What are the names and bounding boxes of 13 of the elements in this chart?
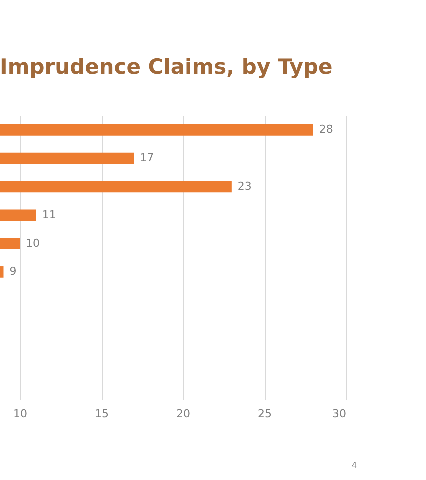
- x-tick-label: 25: [258, 408, 272, 420]
- data-label: 28: [319, 123, 334, 136]
- text: 4: [352, 461, 358, 470]
- x-tick-label: 10: [14, 408, 28, 420]
- data-label: 9: [10, 265, 17, 278]
- chart-title: Imprudence Claims, by Type: [0, 55, 333, 79]
- data-label: 11: [42, 208, 56, 222]
- x-tick-label: 20: [176, 408, 191, 420]
- data-label: 23: [238, 180, 252, 193]
- data-label: 17: [140, 152, 154, 165]
- x-tick-label: 30: [332, 408, 346, 420]
- x-tick-label: 15: [95, 408, 110, 420]
- data-label: 10: [26, 236, 40, 250]
